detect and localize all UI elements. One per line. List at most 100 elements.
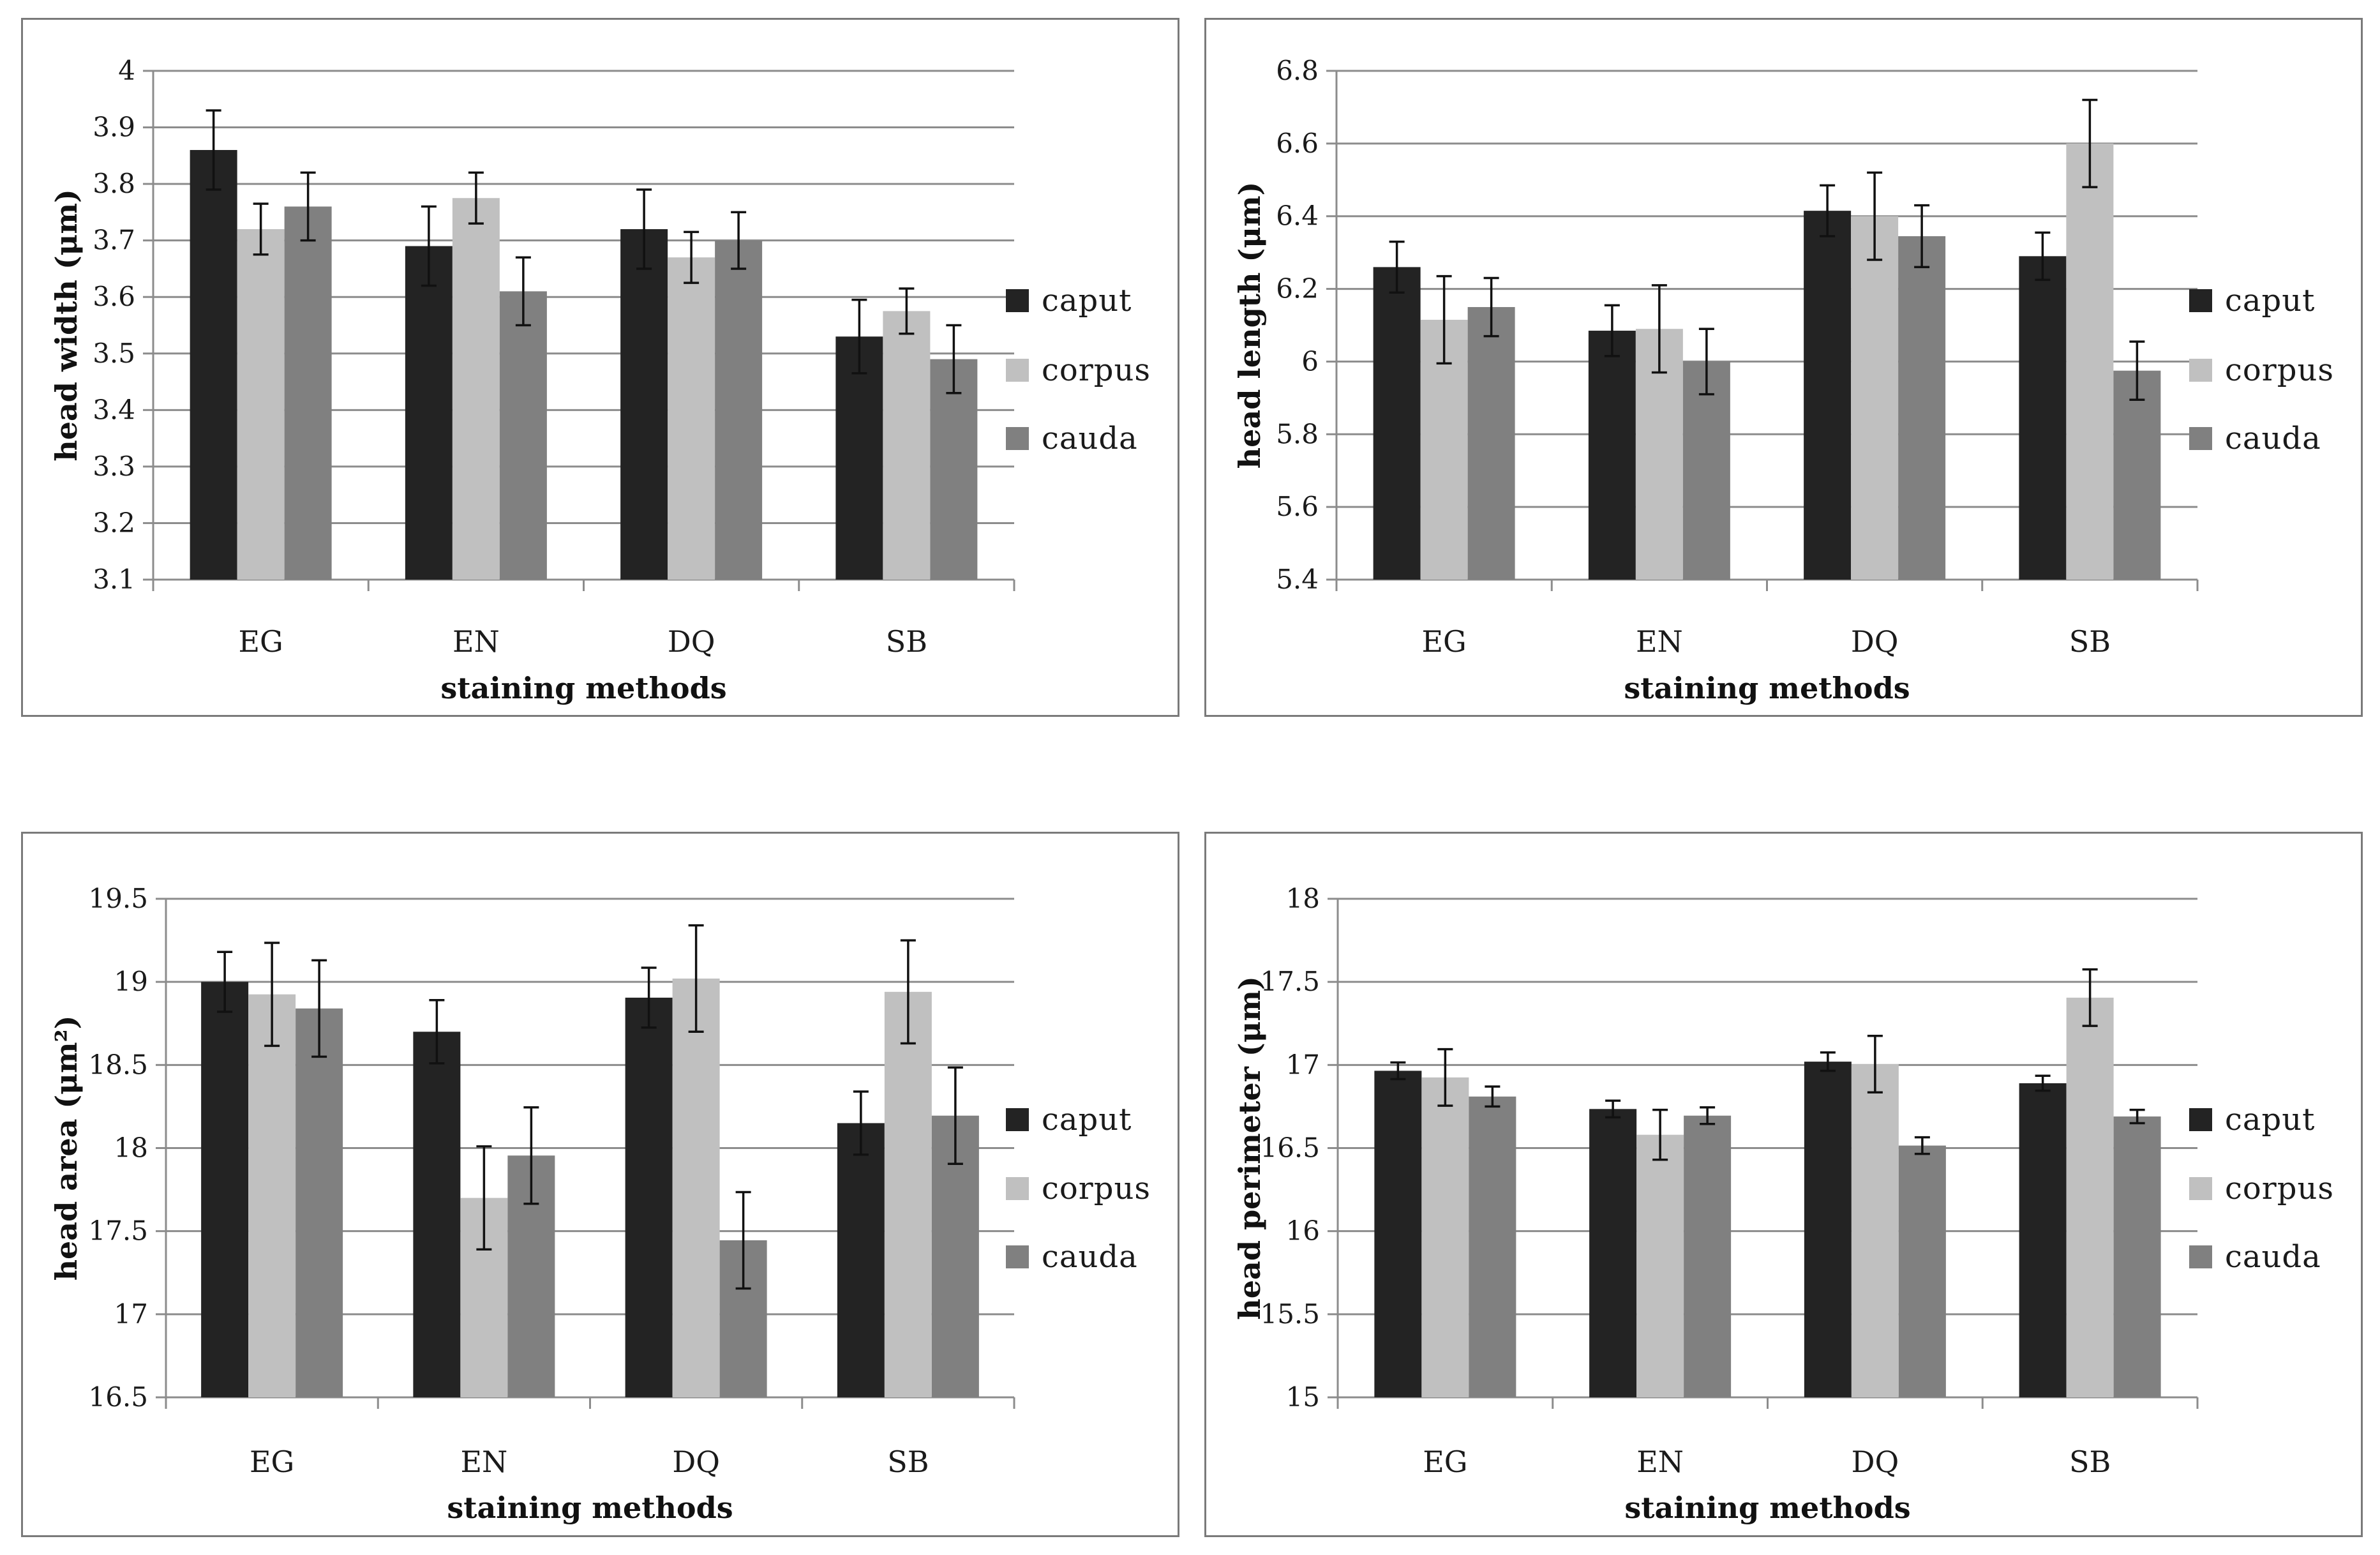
error-bar-cauda-EG <box>1483 276 1499 338</box>
x-axis-title: staining methods <box>1624 671 1910 705</box>
bar-cauda-EG <box>1469 1096 1516 1397</box>
bar-caput-DQ <box>620 229 668 580</box>
bar-cauda-EN <box>499 291 547 580</box>
y-tick-label: 18 <box>1286 883 1320 914</box>
bar-caput-EN <box>413 1032 461 1397</box>
bar-cauda-SB <box>2113 370 2161 580</box>
bar-corpus-DQ <box>672 978 720 1397</box>
x-tick-label: EG <box>1423 1445 1467 1479</box>
bar-caput-EG <box>1374 1070 1422 1397</box>
head-width-chart: 3.1 3.2 3.3 3.4 3.5 3.6 3.7 3.8 3.9 4 EG EN DQ SB stai… <box>49 55 1150 705</box>
bar-cauda-DQ <box>715 240 763 580</box>
error-bar-cauda-DQ <box>735 1191 751 1290</box>
error-bar-corpus-EG <box>1437 1048 1453 1107</box>
legend-label-cauda: cauda <box>2225 1239 2321 1275</box>
bar-corpus-SB <box>883 311 931 580</box>
error-bar-corpus-DQ <box>688 924 704 1033</box>
error-bar-corpus-EG <box>253 202 269 256</box>
bar-cauda-SB <box>930 359 978 580</box>
x-tick-label: DQ <box>1851 624 1899 659</box>
bar-caput-EN <box>1589 1109 1637 1397</box>
x-tick-label: SB <box>2069 1445 2111 1479</box>
legend-swatch-corpus <box>1006 359 1029 382</box>
head-length-chart: 5.4 5.6 5.8 6 6.2 6.4 6.6 6.8 EG EN DQ SB staining m… <box>1232 55 2333 705</box>
x-axis-title: staining methods <box>1624 1491 1910 1525</box>
error-bar-corpus-EN <box>476 1145 492 1251</box>
chart-panel-head-perimeter: 15 15.5 16 16.5 17 17.5 18 EG EN DQ SB staining met… <box>1204 832 2363 1537</box>
error-bar-caput-EN <box>1605 1099 1621 1119</box>
error-bar-cauda-EN <box>1698 327 1714 396</box>
error-bar-caput-EG <box>1389 240 1405 294</box>
legend-label-cauda: cauda <box>2225 421 2321 456</box>
y-tick-label: 5.6 <box>1276 491 1319 522</box>
y-tick-label: 3.8 <box>93 168 135 199</box>
bar-corpus-EN <box>1636 1134 1684 1397</box>
error-bar-caput-EG <box>1390 1061 1406 1081</box>
error-bar-cauda-EN <box>523 1106 539 1205</box>
bar-caput-EG <box>1373 267 1421 580</box>
x-tick-label: SB <box>886 624 927 659</box>
y-tick-label: 3.9 <box>93 112 135 143</box>
y-tick-label: 19.5 <box>88 883 148 914</box>
bar-caput-EG <box>201 982 249 1397</box>
error-bar-cauda-SB <box>946 324 962 394</box>
bar-cauda-SB <box>2113 1116 2161 1397</box>
x-tick-label: EN <box>1636 624 1683 659</box>
error-bar-corpus-EG <box>264 942 280 1048</box>
y-tick-label: 15 <box>1286 1381 1320 1413</box>
y-tick-label: 3.4 <box>93 394 135 425</box>
error-bar-caput-EN <box>1604 304 1620 357</box>
error-bar-cauda-SB <box>2129 340 2145 401</box>
y-tick-label: 6.4 <box>1276 200 1319 232</box>
legend-label-caput: caput <box>1042 283 1132 319</box>
x-tick-label: EG <box>238 624 283 659</box>
legend-swatch-corpus <box>2189 1177 2212 1200</box>
y-tick-label: 3.5 <box>93 338 135 369</box>
y-axis-title: head width (μm) <box>49 189 84 462</box>
bar-caput-EN <box>405 246 453 580</box>
bar-corpus-EG <box>237 229 285 580</box>
error-bar-cauda-DQ <box>1914 204 1930 269</box>
bar-cauda-EG <box>284 206 332 580</box>
y-tick-label: 17 <box>114 1298 148 1330</box>
y-tick-label: 6.2 <box>1276 273 1319 304</box>
y-tick-label: 18.5 <box>88 1049 148 1080</box>
y-tick-label: 16 <box>1286 1215 1320 1247</box>
y-tick-label: 5.4 <box>1276 564 1319 595</box>
legend-label-caput: caput <box>2225 283 2315 319</box>
error-bar-caput-EG <box>217 950 233 1013</box>
bar-caput-DQ <box>1804 211 1852 580</box>
y-tick-label: 17.5 <box>88 1215 148 1247</box>
error-bar-caput-SB <box>851 298 867 375</box>
error-bar-corpus-SB <box>2082 98 2098 188</box>
y-tick-label: 19 <box>114 966 148 997</box>
x-tick-label: SB <box>887 1445 929 1479</box>
bar-corpus-DQ <box>668 257 715 580</box>
error-bar-corpus-SB <box>899 287 915 335</box>
bar-caput-EN <box>1588 331 1636 580</box>
error-bar-caput-EG <box>206 109 221 191</box>
bar-corpus-SB <box>2066 997 2114 1397</box>
y-tick-label: 3.2 <box>93 507 135 538</box>
bar-caput-SB <box>2019 1083 2067 1397</box>
error-bar-cauda-SB <box>2129 1108 2145 1125</box>
y-tick-label: 15.5 <box>1260 1298 1320 1330</box>
legend-swatch-caput <box>2189 1108 2212 1131</box>
legend-label-corpus: corpus <box>1042 1171 1151 1206</box>
error-bar-caput-SB <box>2035 1074 2051 1092</box>
legend-swatch-caput <box>1006 289 1029 312</box>
y-tick-label: 6 <box>1301 345 1319 377</box>
legend-swatch-cauda <box>2189 427 2212 450</box>
error-bar-caput-SB <box>853 1090 869 1156</box>
x-tick-label: EG <box>1421 624 1466 659</box>
error-bar-corpus-EN <box>1651 284 1667 374</box>
bar-cauda-DQ <box>1898 1145 1946 1397</box>
y-tick-label: 16.5 <box>88 1381 148 1413</box>
error-bar-cauda-EN <box>1700 1106 1716 1125</box>
error-bar-corpus-DQ <box>684 230 700 284</box>
error-bar-corpus-DQ <box>1867 171 1883 261</box>
legend-label-caput: caput <box>1042 1102 1132 1138</box>
bar-corpus-SB <box>2066 143 2114 580</box>
error-bar-cauda-EG <box>300 171 316 242</box>
bar-corpus-EN <box>452 198 500 580</box>
